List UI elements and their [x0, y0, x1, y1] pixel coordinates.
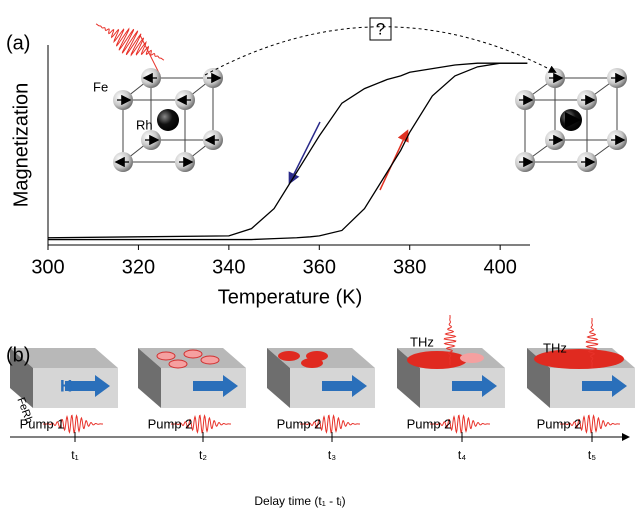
pulse [96, 24, 164, 60]
x-tick-label: 340 [212, 256, 245, 278]
domain [201, 356, 219, 364]
figure: (a) ? Fe Rh Temperature (K) Magnetizatio… [0, 0, 638, 510]
curve [48, 63, 527, 239]
x-tick-label: 380 [393, 256, 426, 278]
time-label: t₁ [71, 448, 78, 462]
domain [169, 360, 187, 368]
time-label: t₅ [588, 448, 596, 462]
cooling-arrow [290, 122, 320, 182]
thz-label: THz [543, 340, 567, 355]
domain [301, 358, 323, 368]
domain [157, 352, 175, 360]
panel-label: (a) [6, 32, 30, 54]
rh-label: Rh [136, 117, 153, 132]
x-tick-label: 360 [303, 256, 336, 278]
time-axis-label: Delay time (t₁ - tᵢ) [254, 494, 345, 508]
x-tick-label: 400 [483, 256, 516, 278]
rh-atom [157, 109, 179, 131]
domain [407, 351, 467, 369]
x-tick-label: 320 [122, 256, 155, 278]
domain [278, 351, 300, 361]
pump-label: Pump 1 [20, 416, 65, 431]
y-axis-label: Magnetization [10, 83, 32, 208]
curve [48, 63, 527, 238]
time-label: t₂ [199, 448, 207, 462]
x-tick-label: 300 [31, 256, 64, 278]
pump-label: Pump 2 [407, 416, 452, 431]
pump-label: Pump 2 [537, 416, 582, 431]
pump-label: Pump 2 [277, 416, 322, 431]
pump-label: Pump 2 [148, 416, 193, 431]
panel-label: (b) [6, 344, 30, 366]
question-mark: ? [376, 19, 385, 38]
domain [184, 350, 202, 358]
time-label: t₃ [328, 448, 336, 462]
field-label: H [60, 376, 72, 395]
x-axis-label: Temperature (K) [218, 286, 363, 308]
thz-label: THz [410, 334, 434, 349]
time-label: t₄ [458, 448, 466, 462]
domain [460, 353, 484, 363]
fe-label: Fe [93, 79, 108, 94]
